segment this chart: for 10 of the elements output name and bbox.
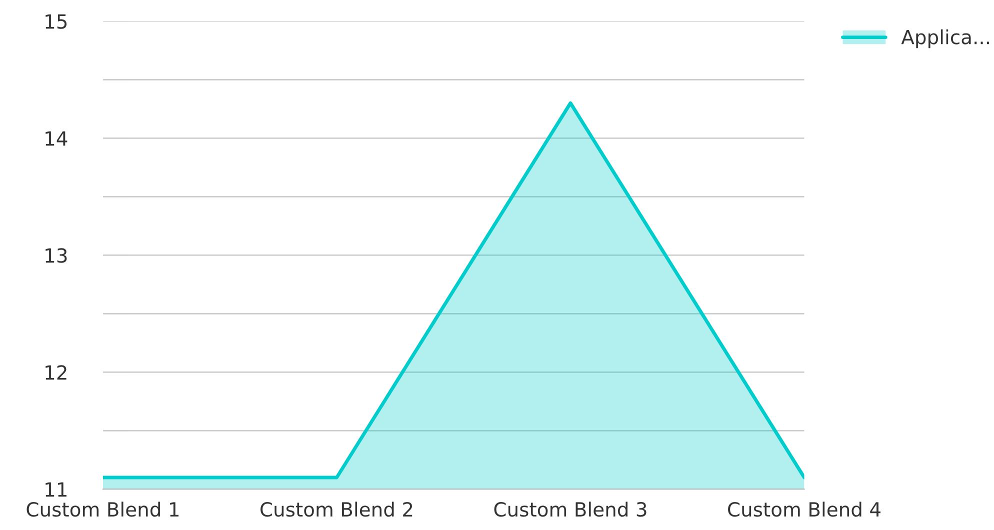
y-tick-label: 13 <box>46 248 67 263</box>
x-tick-label: Custom Blend 1 <box>26 502 178 517</box>
y-tick-label: 15 <box>46 14 67 29</box>
x-tick-label: Custom Blend 2 <box>260 502 412 517</box>
x-tick-label: Custom Blend 3 <box>494 502 646 517</box>
y-tick-label: 12 <box>46 365 66 380</box>
y-tick-label: 11 <box>46 482 66 497</box>
x-tick-label: Custom Blend 4 <box>728 502 880 517</box>
legend-label: Applica... <box>901 29 989 48</box>
y-tick-label: 14 <box>46 131 68 146</box>
